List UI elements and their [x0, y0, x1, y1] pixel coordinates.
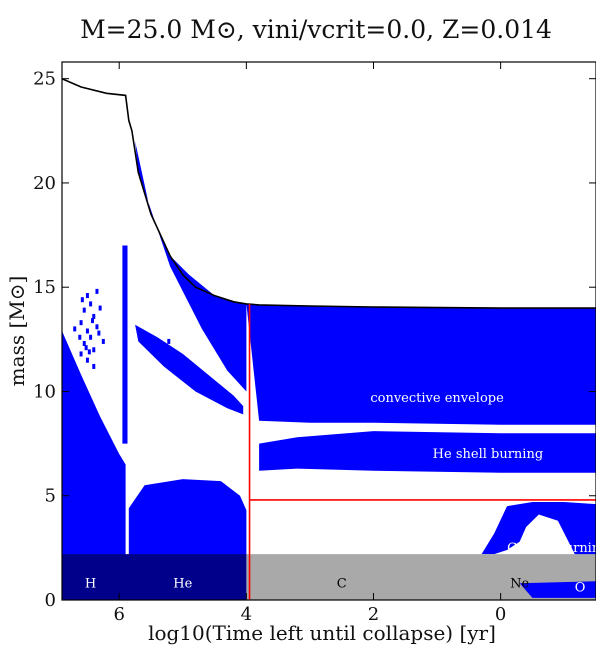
x-axis-label: log10(Time left until collapse) [yr]	[148, 621, 496, 645]
region-he-shell-burning	[259, 431, 596, 473]
y-tick-label: 0	[45, 590, 56, 611]
region-convective-tongue	[135, 324, 244, 415]
speckle-point-17	[80, 297, 84, 303]
phase-label-he: He	[173, 576, 192, 591]
region-label-c-shell-burning: C shell burning	[507, 541, 596, 556]
y-tick-label: 25	[33, 69, 56, 90]
core-blocks	[62, 554, 596, 600]
speckle-points	[73, 288, 171, 369]
region-early-convective-strip	[122, 245, 128, 444]
speckle-point-13	[101, 338, 105, 344]
plot-area: convective envelope He shell burning C she…	[62, 62, 596, 600]
speckle-point-14	[85, 357, 89, 363]
total-mass-line	[62, 77, 596, 309]
y-tick-label: 5	[45, 486, 56, 507]
speckle-point-23	[167, 338, 171, 344]
speckle-point-22	[87, 349, 91, 355]
region-envelope-transition	[135, 141, 247, 392]
x-tick-label: 2	[368, 604, 379, 625]
region-labels: convective envelope He shell burning C she…	[85, 391, 596, 596]
phase-label-c: C	[337, 576, 347, 591]
speckle-point-12	[73, 326, 77, 332]
plot-frame	[61, 61, 596, 601]
phase-label-ne: Ne	[510, 576, 529, 591]
region-c-shell-burning	[481, 502, 596, 559]
speckle-point-10	[79, 351, 83, 357]
speckle-point-9	[92, 347, 96, 353]
y-tick-label: 15	[33, 277, 56, 298]
speckle-point-6	[85, 328, 89, 334]
phase-label-h: H	[85, 576, 96, 591]
speckle-point-8	[82, 341, 86, 347]
region-convective envelope	[246, 303, 596, 425]
region-label-he-shell-burning: He shell burning	[433, 447, 543, 462]
speckle-point-19	[84, 345, 88, 351]
chart-lines	[62, 77, 596, 600]
chart-title: M=25.0 M⊙, vini/vcrit=0.0, Z=0.014	[80, 15, 552, 44]
y-tick-label: 20	[33, 173, 56, 194]
y-tick-label: 10	[33, 381, 56, 402]
region-main-sequence-convective-core	[62, 331, 126, 600]
region-o-core-overlay	[519, 581, 596, 598]
speckle-point-1	[89, 301, 93, 307]
speckle-point-5	[95, 324, 99, 330]
speckle-point-0	[85, 293, 89, 299]
speckle-point-3	[92, 313, 96, 319]
x-tick-label: 0	[495, 604, 506, 625]
y-axis-label: mass [M⊙]	[5, 276, 29, 387]
x-tick-label: 6	[113, 604, 124, 625]
dark-core-block	[62, 554, 247, 600]
x-tick-label: 4	[241, 604, 252, 625]
speckle-point-4	[79, 320, 83, 326]
convective-regions	[62, 141, 596, 600]
phase-label-o: O	[575, 581, 586, 596]
speckle-point-2	[82, 307, 86, 313]
speckle-point-20	[97, 330, 101, 336]
speckle-point-16	[95, 288, 99, 294]
speckle-point-18	[91, 318, 95, 324]
speckle-point-15	[92, 363, 96, 369]
speckle-point-7	[89, 334, 93, 340]
region-label-convective envelope: convective envelope	[370, 391, 504, 406]
speckle-point-11	[98, 305, 102, 311]
speckle-point-21	[78, 334, 82, 340]
